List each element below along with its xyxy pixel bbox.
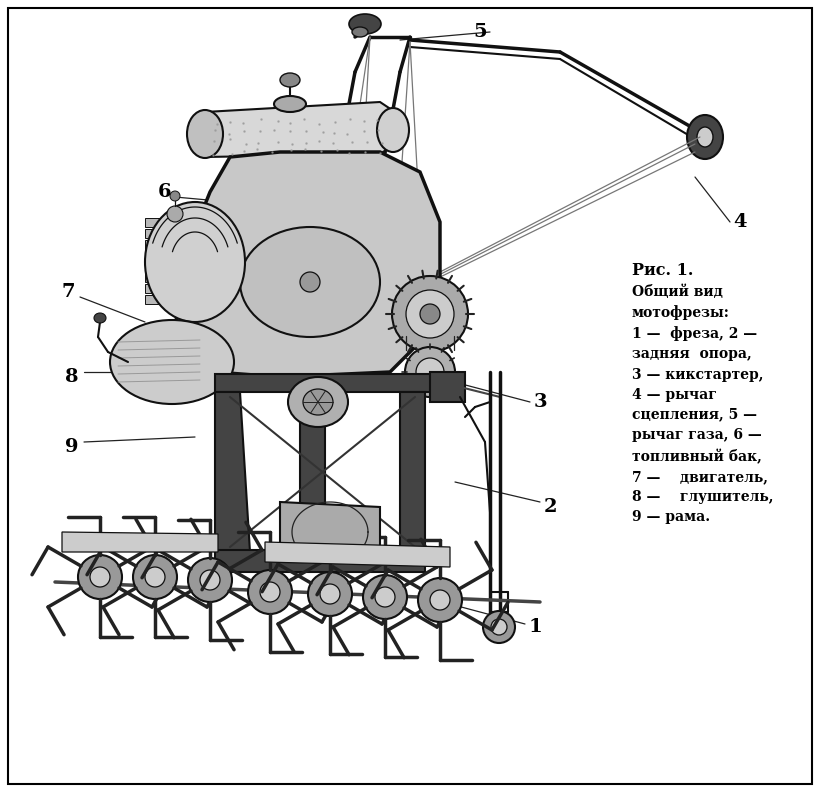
Ellipse shape xyxy=(349,14,381,34)
Text: 7: 7 xyxy=(61,283,75,301)
Ellipse shape xyxy=(696,127,713,147)
Polygon shape xyxy=(265,542,450,567)
Ellipse shape xyxy=(287,377,347,427)
Ellipse shape xyxy=(351,27,368,37)
Ellipse shape xyxy=(94,313,106,323)
Ellipse shape xyxy=(274,96,305,112)
Polygon shape xyxy=(215,374,459,392)
Ellipse shape xyxy=(686,115,722,159)
Ellipse shape xyxy=(188,558,232,602)
Polygon shape xyxy=(279,502,379,557)
Polygon shape xyxy=(205,102,395,157)
Text: 1: 1 xyxy=(527,618,541,636)
Ellipse shape xyxy=(279,73,300,87)
Text: 6: 6 xyxy=(158,183,172,201)
Ellipse shape xyxy=(110,320,233,404)
Ellipse shape xyxy=(90,567,110,587)
Ellipse shape xyxy=(319,584,340,604)
Polygon shape xyxy=(145,295,215,304)
Polygon shape xyxy=(300,392,324,552)
Text: 2: 2 xyxy=(542,498,556,516)
Ellipse shape xyxy=(429,590,450,610)
Ellipse shape xyxy=(78,555,122,599)
Ellipse shape xyxy=(145,567,165,587)
Polygon shape xyxy=(215,550,424,572)
Polygon shape xyxy=(145,251,210,260)
Ellipse shape xyxy=(187,110,223,158)
Ellipse shape xyxy=(145,202,245,322)
Ellipse shape xyxy=(419,304,440,324)
Ellipse shape xyxy=(491,619,506,635)
Ellipse shape xyxy=(303,389,333,415)
Text: 5: 5 xyxy=(473,23,486,41)
Ellipse shape xyxy=(170,191,180,201)
Polygon shape xyxy=(145,240,210,249)
Ellipse shape xyxy=(405,347,455,397)
Polygon shape xyxy=(429,372,464,402)
Polygon shape xyxy=(145,262,212,271)
Polygon shape xyxy=(145,229,209,238)
Text: 9: 9 xyxy=(66,438,79,456)
Ellipse shape xyxy=(167,206,183,222)
Polygon shape xyxy=(215,392,250,552)
Text: 3: 3 xyxy=(532,393,546,411)
Text: Рис. 1.: Рис. 1. xyxy=(631,262,693,279)
Polygon shape xyxy=(174,152,440,377)
Ellipse shape xyxy=(240,227,379,337)
Ellipse shape xyxy=(391,276,468,352)
Ellipse shape xyxy=(405,290,454,338)
Ellipse shape xyxy=(377,108,409,152)
Polygon shape xyxy=(145,273,213,282)
Ellipse shape xyxy=(133,555,177,599)
Ellipse shape xyxy=(200,570,219,590)
Ellipse shape xyxy=(363,575,406,619)
Polygon shape xyxy=(145,284,214,293)
Ellipse shape xyxy=(374,587,395,607)
Text: 4: 4 xyxy=(732,213,746,231)
Polygon shape xyxy=(62,532,218,552)
Polygon shape xyxy=(145,218,208,227)
Ellipse shape xyxy=(308,572,351,616)
Text: 8: 8 xyxy=(66,368,79,386)
Ellipse shape xyxy=(300,272,319,292)
Ellipse shape xyxy=(247,570,292,614)
Ellipse shape xyxy=(260,582,279,602)
Text: Общий вид
мотофрезы:
1 —  фреза, 2 —
задняя  опора,
3 — кикстартер,
4 — рычаг
сц: Общий вид мотофрезы: 1 — фреза, 2 — задн… xyxy=(631,284,772,524)
Ellipse shape xyxy=(482,611,514,643)
Polygon shape xyxy=(400,392,424,552)
Ellipse shape xyxy=(415,358,443,386)
Ellipse shape xyxy=(418,578,461,622)
